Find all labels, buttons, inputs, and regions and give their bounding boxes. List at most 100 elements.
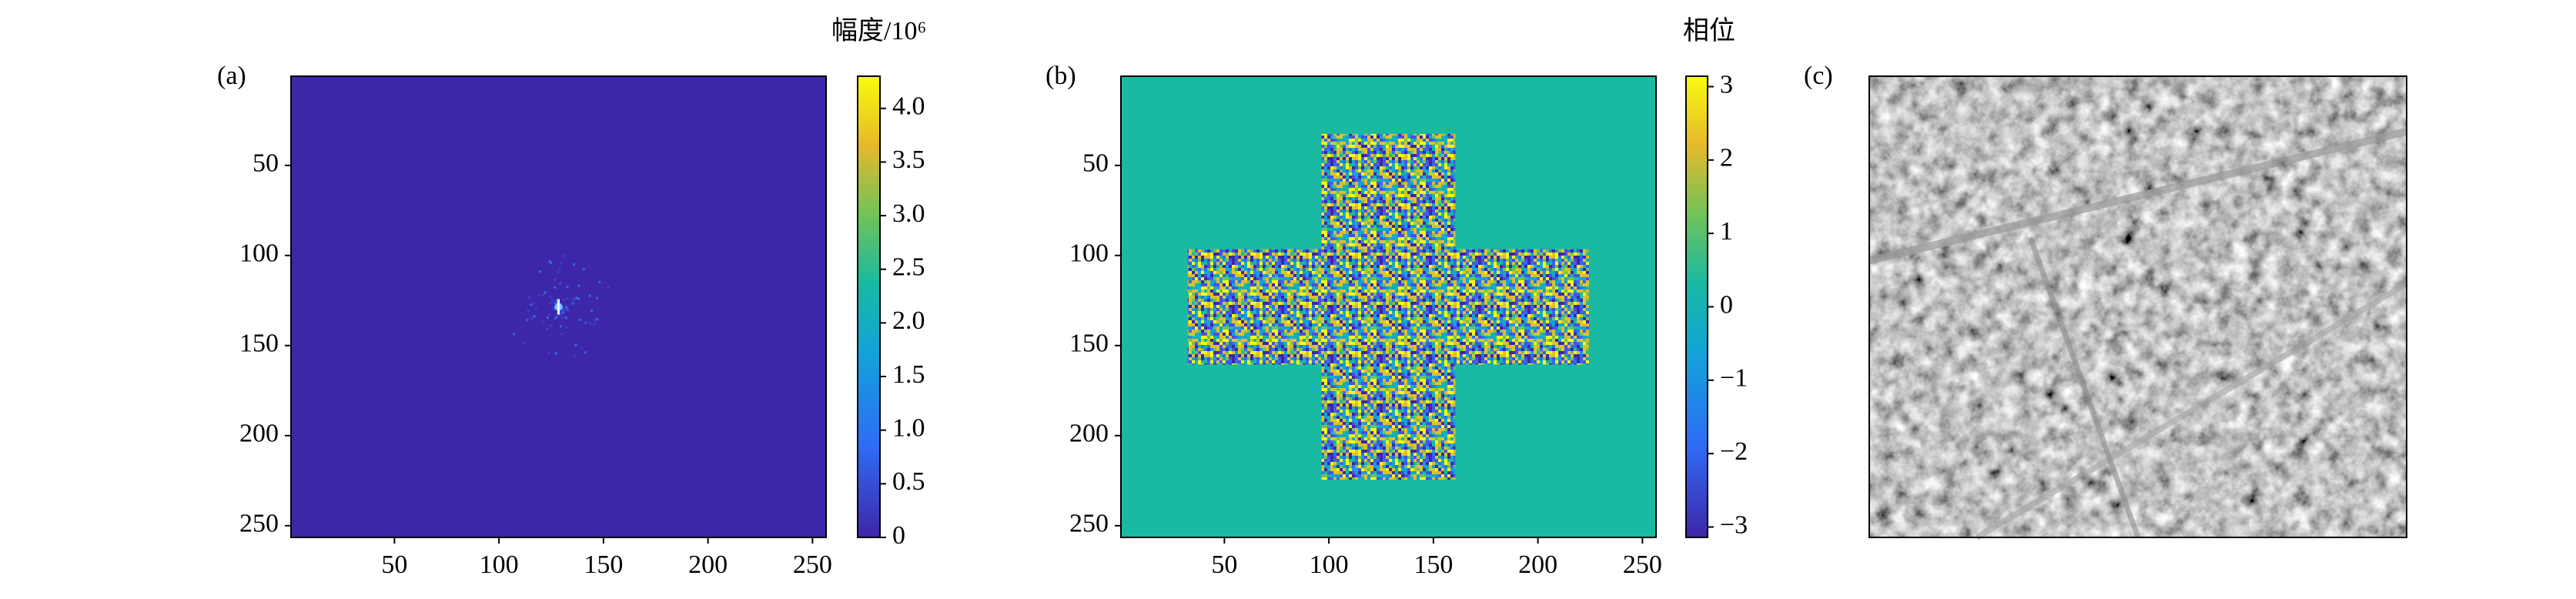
cross-vertical (1321, 133, 1456, 480)
spectrum-speck (549, 302, 552, 305)
spectrum-speck (527, 296, 530, 299)
spectrum-speck (537, 294, 540, 297)
spectrum-speck (564, 308, 567, 311)
spectrum-speck (547, 351, 550, 354)
spectrum-speck (588, 294, 591, 297)
spectrum-speck (554, 278, 557, 281)
spectrum-speck (559, 313, 562, 316)
spectrum-speck (582, 268, 585, 271)
colorbar-tick-label: 2 (1720, 144, 1733, 172)
x-tick-label: 200 (1518, 550, 1557, 579)
y-tick-label: 150 (239, 330, 279, 358)
x-tick-label: 50 (381, 550, 407, 579)
spectrum-speck (554, 316, 557, 320)
spectrum-speck (530, 316, 534, 320)
spectrum-speck (560, 333, 564, 336)
spectrum-speck (585, 321, 588, 324)
y-tick-label: 100 (1069, 239, 1109, 268)
colorbar-tick-label: 3.5 (892, 146, 925, 174)
spectrum-speck (562, 298, 565, 301)
x-tick-label: 200 (688, 550, 728, 579)
spectrum-speck (558, 267, 561, 270)
spectrum-speck (607, 286, 610, 289)
spectrum-speck (546, 316, 549, 320)
panel-label: (b) (1045, 62, 1076, 90)
y-tick-label: 150 (1069, 330, 1109, 358)
colorbar (857, 75, 881, 538)
spectrum-speck (580, 346, 583, 350)
spectrum-speck (596, 296, 599, 300)
colorbar-tick-label: −1 (1720, 364, 1748, 393)
spectrum-speck (554, 286, 557, 289)
spectrum-speck (547, 313, 550, 316)
colorbar-tick-label: 4.0 (892, 92, 925, 121)
colorbar-title: 相位 (1683, 16, 1735, 45)
colorbar-tick-label: 0.5 (892, 467, 925, 496)
spectrum-speck (534, 307, 537, 310)
spectrum-speck (561, 254, 564, 257)
panel-label: (a) (217, 62, 246, 90)
colorbar-tick-label: 1.0 (892, 413, 925, 442)
spectrum-speck (541, 320, 544, 323)
spectrum-speck (550, 324, 553, 327)
spectrum-speck (562, 310, 565, 313)
spectrum-speck (595, 317, 598, 320)
colorbar-title: 幅度/10⁶ (831, 16, 926, 45)
road (1868, 128, 2408, 265)
x-tick-label: 50 (1211, 550, 1237, 579)
spectrum-speck (593, 320, 596, 323)
y-tick-label: 250 (1069, 510, 1109, 538)
colorbar-tick-label: 1.5 (892, 360, 925, 389)
y-tick-label: 50 (253, 149, 279, 178)
spectrum-speck (549, 295, 552, 298)
aerial-image (1869, 76, 2407, 537)
spectrum-speck (565, 326, 568, 329)
spectrum-speck (523, 342, 526, 345)
x-tick-label: 150 (584, 550, 623, 579)
colorbar-tick-label: 2.0 (892, 306, 925, 335)
spectrum-speck (571, 302, 574, 305)
spectrum-speck (574, 344, 577, 347)
spectrum-speck (554, 301, 557, 304)
spectrum-speck (577, 297, 580, 300)
spectrum-speck (578, 318, 581, 321)
y-tick-label: 200 (239, 420, 279, 448)
colorbar-tick-label: 3 (1720, 70, 1733, 99)
spectrum-speck (538, 270, 541, 273)
spectrum-speck (572, 263, 575, 266)
spectrum-speck (526, 319, 529, 322)
spectrum-speck (533, 315, 536, 318)
colorbar-tick-label: 0 (892, 521, 905, 550)
x-tick-label: 250 (793, 550, 832, 579)
spectrum-speck (559, 282, 562, 285)
spectrum-speck (546, 327, 549, 330)
axes-frame (290, 75, 827, 538)
spectrum-speck (566, 308, 569, 311)
colorbar-tick-label: 1 (1720, 217, 1733, 246)
colorbar-tick-label: −2 (1720, 437, 1748, 466)
spectrum-speck (553, 302, 556, 305)
spectrum-speck (559, 325, 562, 328)
road (1975, 281, 2409, 540)
x-tick-label: 100 (480, 550, 519, 579)
spectrum-speck (556, 299, 559, 302)
spectrum-speck (567, 309, 570, 312)
y-tick-label: 100 (239, 239, 279, 268)
colorbar-tick-label: −3 (1720, 510, 1748, 539)
spectrum-speck (561, 311, 564, 314)
spectrum-speck (574, 296, 577, 300)
spectrum-speck (584, 351, 587, 354)
spectrum-speck (590, 309, 594, 312)
axes-frame (1868, 75, 2407, 538)
spectrum-speck (560, 262, 563, 265)
spectrum-speck (593, 323, 596, 326)
y-tick-label: 250 (239, 510, 279, 538)
spectrum-speck (527, 310, 530, 313)
spectrum-speck (554, 352, 557, 355)
spectrum-speck (561, 307, 564, 310)
colorbar-tick-label: 3.0 (892, 199, 925, 228)
y-tick-label: 50 (1082, 149, 1109, 178)
spectrum-speck (557, 270, 560, 273)
spectrum-speck (555, 315, 558, 318)
